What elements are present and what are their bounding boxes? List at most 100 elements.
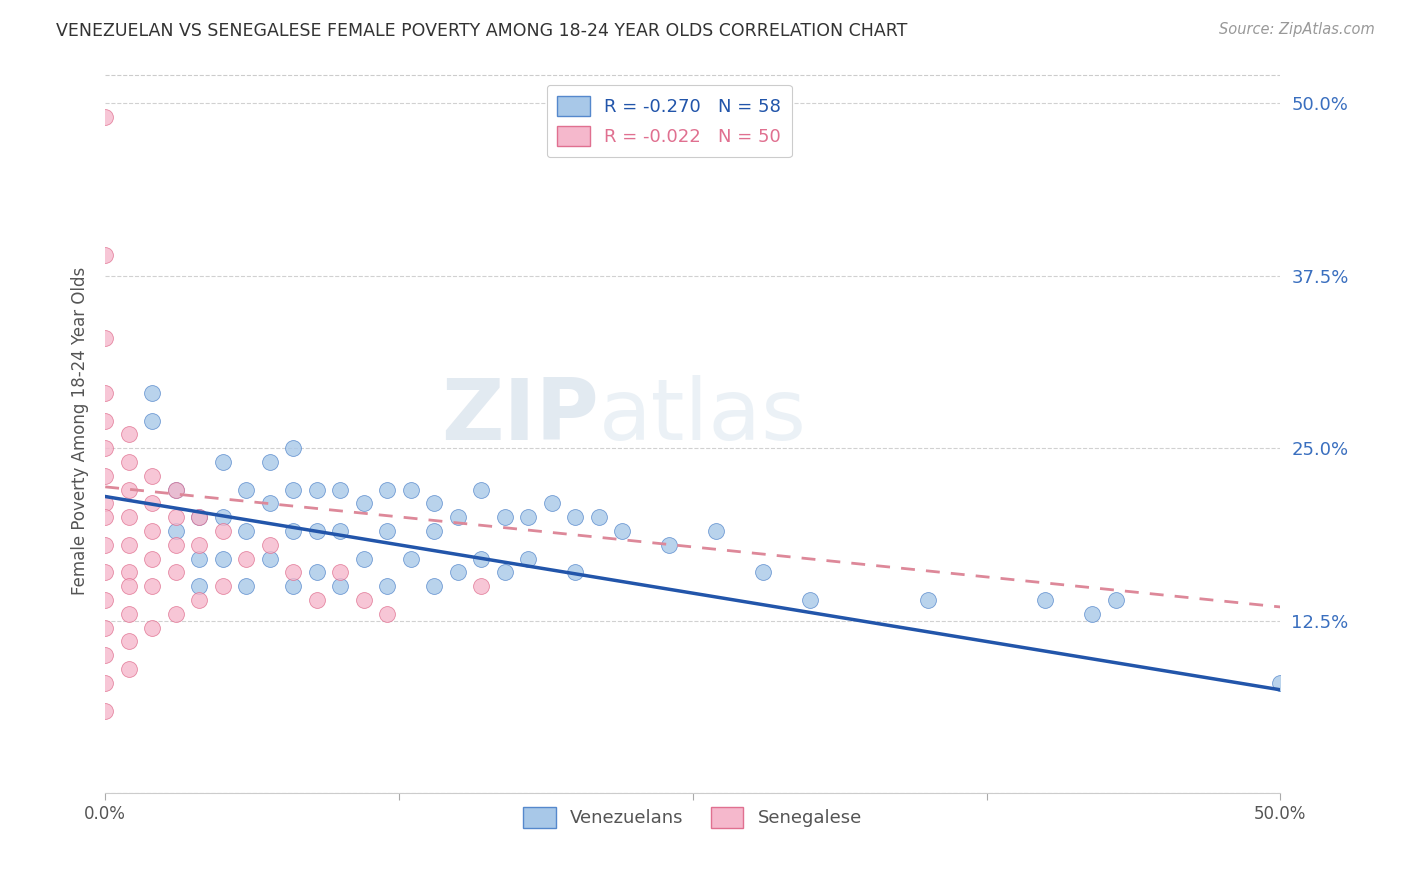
Point: [423, 579, 446, 593]
Point: [917, 593, 939, 607]
Point: [494, 566, 516, 580]
Point: [259, 496, 281, 510]
Point: [94, 110, 117, 124]
Point: [94, 510, 117, 524]
Point: [235, 524, 257, 538]
Point: [399, 483, 422, 497]
Text: VENEZUELAN VS SENEGALESE FEMALE POVERTY AMONG 18-24 YEAR OLDS CORRELATION CHART: VENEZUELAN VS SENEGALESE FEMALE POVERTY …: [56, 22, 908, 40]
Point: [353, 593, 375, 607]
Point: [517, 551, 540, 566]
Point: [494, 510, 516, 524]
Point: [752, 566, 775, 580]
Point: [1105, 593, 1128, 607]
Point: [165, 566, 187, 580]
Point: [188, 593, 211, 607]
Point: [259, 538, 281, 552]
Legend: Venezuelans, Senegalese: Venezuelans, Senegalese: [516, 800, 869, 835]
Point: [188, 551, 211, 566]
Point: [118, 662, 141, 676]
Point: [165, 510, 187, 524]
Point: [94, 648, 117, 663]
Point: [94, 441, 117, 455]
Point: [211, 455, 233, 469]
Point: [94, 386, 117, 401]
Point: [470, 551, 492, 566]
Point: [1033, 593, 1056, 607]
Point: [259, 455, 281, 469]
Text: ZIP: ZIP: [441, 375, 599, 458]
Text: Source: ZipAtlas.com: Source: ZipAtlas.com: [1219, 22, 1375, 37]
Point: [211, 551, 233, 566]
Point: [211, 524, 233, 538]
Point: [141, 579, 163, 593]
Point: [283, 441, 305, 455]
Point: [118, 634, 141, 648]
Point: [470, 579, 492, 593]
Point: [94, 676, 117, 690]
Point: [211, 510, 233, 524]
Point: [447, 510, 470, 524]
Point: [517, 510, 540, 524]
Point: [118, 510, 141, 524]
Point: [94, 414, 117, 428]
Point: [375, 579, 398, 593]
Point: [704, 524, 727, 538]
Point: [94, 468, 117, 483]
Y-axis label: Female Poverty Among 18-24 Year Olds: Female Poverty Among 18-24 Year Olds: [72, 267, 89, 595]
Point: [353, 496, 375, 510]
Point: [329, 483, 352, 497]
Point: [564, 566, 586, 580]
Point: [141, 414, 163, 428]
Point: [211, 579, 233, 593]
Point: [118, 607, 141, 621]
Point: [540, 496, 562, 510]
Point: [141, 468, 163, 483]
Point: [375, 524, 398, 538]
Point: [612, 524, 634, 538]
Point: [283, 483, 305, 497]
Point: [94, 496, 117, 510]
Point: [283, 579, 305, 593]
Point: [447, 566, 470, 580]
Point: [188, 510, 211, 524]
Point: [375, 607, 398, 621]
Point: [470, 483, 492, 497]
Point: [283, 566, 305, 580]
Point: [94, 248, 117, 262]
Point: [141, 551, 163, 566]
Point: [305, 566, 328, 580]
Point: [94, 593, 117, 607]
Point: [165, 483, 187, 497]
Point: [165, 483, 187, 497]
Point: [329, 524, 352, 538]
Point: [118, 566, 141, 580]
Point: [94, 538, 117, 552]
Point: [94, 704, 117, 718]
Point: [305, 593, 328, 607]
Point: [658, 538, 681, 552]
Point: [94, 331, 117, 345]
Point: [118, 483, 141, 497]
Point: [141, 386, 163, 401]
Point: [799, 593, 821, 607]
Point: [259, 551, 281, 566]
Point: [188, 510, 211, 524]
Point: [118, 538, 141, 552]
Point: [564, 510, 586, 524]
Point: [118, 455, 141, 469]
Point: [1270, 676, 1292, 690]
Point: [423, 496, 446, 510]
Point: [165, 538, 187, 552]
Point: [141, 621, 163, 635]
Point: [94, 621, 117, 635]
Point: [165, 524, 187, 538]
Point: [188, 579, 211, 593]
Point: [423, 524, 446, 538]
Point: [283, 524, 305, 538]
Point: [165, 607, 187, 621]
Point: [118, 427, 141, 442]
Point: [94, 566, 117, 580]
Point: [399, 551, 422, 566]
Point: [329, 579, 352, 593]
Point: [141, 524, 163, 538]
